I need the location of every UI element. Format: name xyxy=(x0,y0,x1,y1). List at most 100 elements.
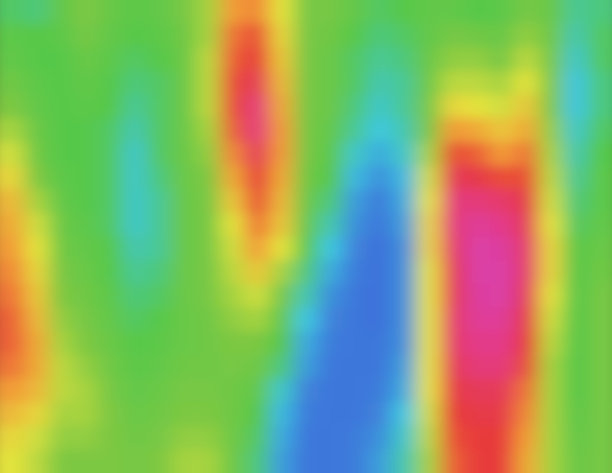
heatmap-cell-r17-c15 xyxy=(342,378,369,404)
heatmap-cell-r5-c23 xyxy=(538,94,565,120)
heatmap-cell-r14-c25 xyxy=(587,307,612,333)
heatmap-cell-r19-c22 xyxy=(514,425,540,451)
heatmap-cell-r8-c3 xyxy=(48,165,75,191)
heatmap-cell-r2-c8 xyxy=(171,23,197,49)
heatmap-cell-r4-c20 xyxy=(465,70,491,96)
heatmap-cell-r11-c11 xyxy=(244,236,271,262)
heatmap-cell-r12-c1 xyxy=(0,260,26,285)
heatmap-cell-r12-c25 xyxy=(587,260,612,285)
heatmap-cell-r15-c6 xyxy=(122,331,148,356)
heatmap-cell-r11-c14 xyxy=(318,236,344,262)
heatmap-cell-r2-c2 xyxy=(24,23,50,49)
heatmap-cell-r4-c19 xyxy=(440,70,467,96)
heatmap-cell-r8-c16 xyxy=(367,165,393,191)
heatmap-cell-r16-c2 xyxy=(24,354,50,380)
heatmap-cell-r14-c14 xyxy=(318,307,344,333)
heatmap-cell-r15-c5 xyxy=(97,331,124,356)
heatmap-cell-r17-c17 xyxy=(391,378,418,404)
heatmap-cell-r1-c3 xyxy=(48,0,75,25)
heatmap-cell-r17-c1 xyxy=(0,378,26,404)
heatmap-cell-r9-c9 xyxy=(195,189,222,214)
heatmap-cell-r3-c13 xyxy=(293,47,320,72)
heatmap-cell-r11-c18 xyxy=(416,236,442,262)
heatmap-cell-r5-c4 xyxy=(73,94,99,120)
heatmap-cell-r3-c12 xyxy=(269,47,295,72)
heatmap-cell-r8-c7 xyxy=(146,165,173,191)
heatmap-cell-r17-c14 xyxy=(318,378,344,404)
heatmap-cell-r18-c17 xyxy=(391,402,418,427)
heatmap-cell-r16-c4 xyxy=(73,354,99,380)
heatmap-cell-r4-c22 xyxy=(514,70,540,96)
heatmap-cell-r8-c4 xyxy=(73,165,99,191)
heatmap-cell-r9-c20 xyxy=(465,189,491,214)
heatmap-cell-r15-c15 xyxy=(342,331,369,356)
heatmap-cell-r12-c3 xyxy=(48,260,75,285)
heatmap-cell-r17-c16 xyxy=(367,378,393,404)
heatmap-cell-r13-c4 xyxy=(73,283,99,309)
heatmap-cell-r8-c1 xyxy=(0,165,26,191)
heatmap-cell-r3-c17 xyxy=(391,47,418,72)
heatmap-cell-r18-c25 xyxy=(587,402,612,427)
heatmap-cell-r6-c13 xyxy=(293,118,320,143)
heatmap-cell-r13-c9 xyxy=(195,283,222,309)
heatmap-cell-r2-c15 xyxy=(342,23,369,49)
heatmap-cell-r19-c15 xyxy=(342,425,369,451)
heatmap-cell-r7-c25 xyxy=(587,141,612,167)
heatmap-cell-r7-c11 xyxy=(244,141,271,167)
heatmap-cell-r20-c20 xyxy=(465,449,491,473)
heatmap-cell-r19-c16 xyxy=(367,425,393,451)
heatmap-cell-r7-c12 xyxy=(269,141,295,167)
heatmap-cell-r9-c7 xyxy=(146,189,173,214)
heatmap-cell-r2-c22 xyxy=(514,23,540,49)
heatmap-cell-r20-c24 xyxy=(563,449,589,473)
heatmap-cell-r9-c3 xyxy=(48,189,75,214)
heatmap-cell-r12-c12 xyxy=(269,260,295,285)
heatmap-cell-r15-c1 xyxy=(0,331,26,356)
heatmap-cell-r17-c22 xyxy=(514,378,540,404)
heatmap-cell-r2-c12 xyxy=(269,23,295,49)
heatmap-cell-r20-c3 xyxy=(48,449,75,473)
heatmap-cell-r15-c24 xyxy=(563,331,589,356)
heatmap-cell-r1-c21 xyxy=(489,0,516,25)
heatmap-cell-r5-c6 xyxy=(122,94,148,120)
heatmap-cell-r11-c20 xyxy=(465,236,491,262)
heatmap-cell-r8-c11 xyxy=(244,165,271,191)
heatmap-cell-r12-c10 xyxy=(220,260,246,285)
heatmap-cell-r9-c23 xyxy=(538,189,565,214)
heatmap-cell-r17-c13 xyxy=(293,378,320,404)
heatmap-cell-r11-c8 xyxy=(171,236,197,262)
heatmap-cell-r16-c21 xyxy=(489,354,516,380)
heatmap-cell-r2-c21 xyxy=(489,23,516,49)
heatmap-cell-r10-c24 xyxy=(563,212,589,238)
heatmap-cell-r11-c5 xyxy=(97,236,124,262)
heatmap-cell-r11-c19 xyxy=(440,236,467,262)
heatmap-cell-r3-c8 xyxy=(171,47,197,72)
heatmap-cell-r18-c5 xyxy=(97,402,124,427)
heatmap-cell-r10-c2 xyxy=(24,212,50,238)
heatmap-cell-r8-c12 xyxy=(269,165,295,191)
heatmap-cell-r4-c8 xyxy=(171,70,197,96)
heatmap-cell-r10-c7 xyxy=(146,212,173,238)
heatmap-cell-r7-c17 xyxy=(391,141,418,167)
heatmap-cell-r13-c10 xyxy=(220,283,246,309)
heatmap-cell-r9-c22 xyxy=(514,189,540,214)
heatmap-cell-r16-c20 xyxy=(465,354,491,380)
heatmap-cell-r6-c18 xyxy=(416,118,442,143)
heatmap-cell-r13-c21 xyxy=(489,283,516,309)
heatmap-cell-r15-c19 xyxy=(440,331,467,356)
heatmap-cell-r20-c10 xyxy=(220,449,246,473)
heatmap-cell-r8-c5 xyxy=(97,165,124,191)
heatmap-cell-r13-c24 xyxy=(563,283,589,309)
heatmap-cell-r4-c2 xyxy=(24,70,50,96)
heatmap-cell-r5-c24 xyxy=(563,94,589,120)
heatmap-cell-r12-c8 xyxy=(171,260,197,285)
heatmap-cell-r16-c9 xyxy=(195,354,222,380)
heatmap-cell-r3-c15 xyxy=(342,47,369,72)
heatmap-cell-r9-c18 xyxy=(416,189,442,214)
heatmap-cell-r19-c1 xyxy=(0,425,26,451)
heatmap-cell-r20-c17 xyxy=(391,449,418,473)
heatmap-cell-r10-c15 xyxy=(342,212,369,238)
heatmap-cell-r1-c11 xyxy=(244,0,271,25)
heatmap-cell-r8-c25 xyxy=(587,165,612,191)
